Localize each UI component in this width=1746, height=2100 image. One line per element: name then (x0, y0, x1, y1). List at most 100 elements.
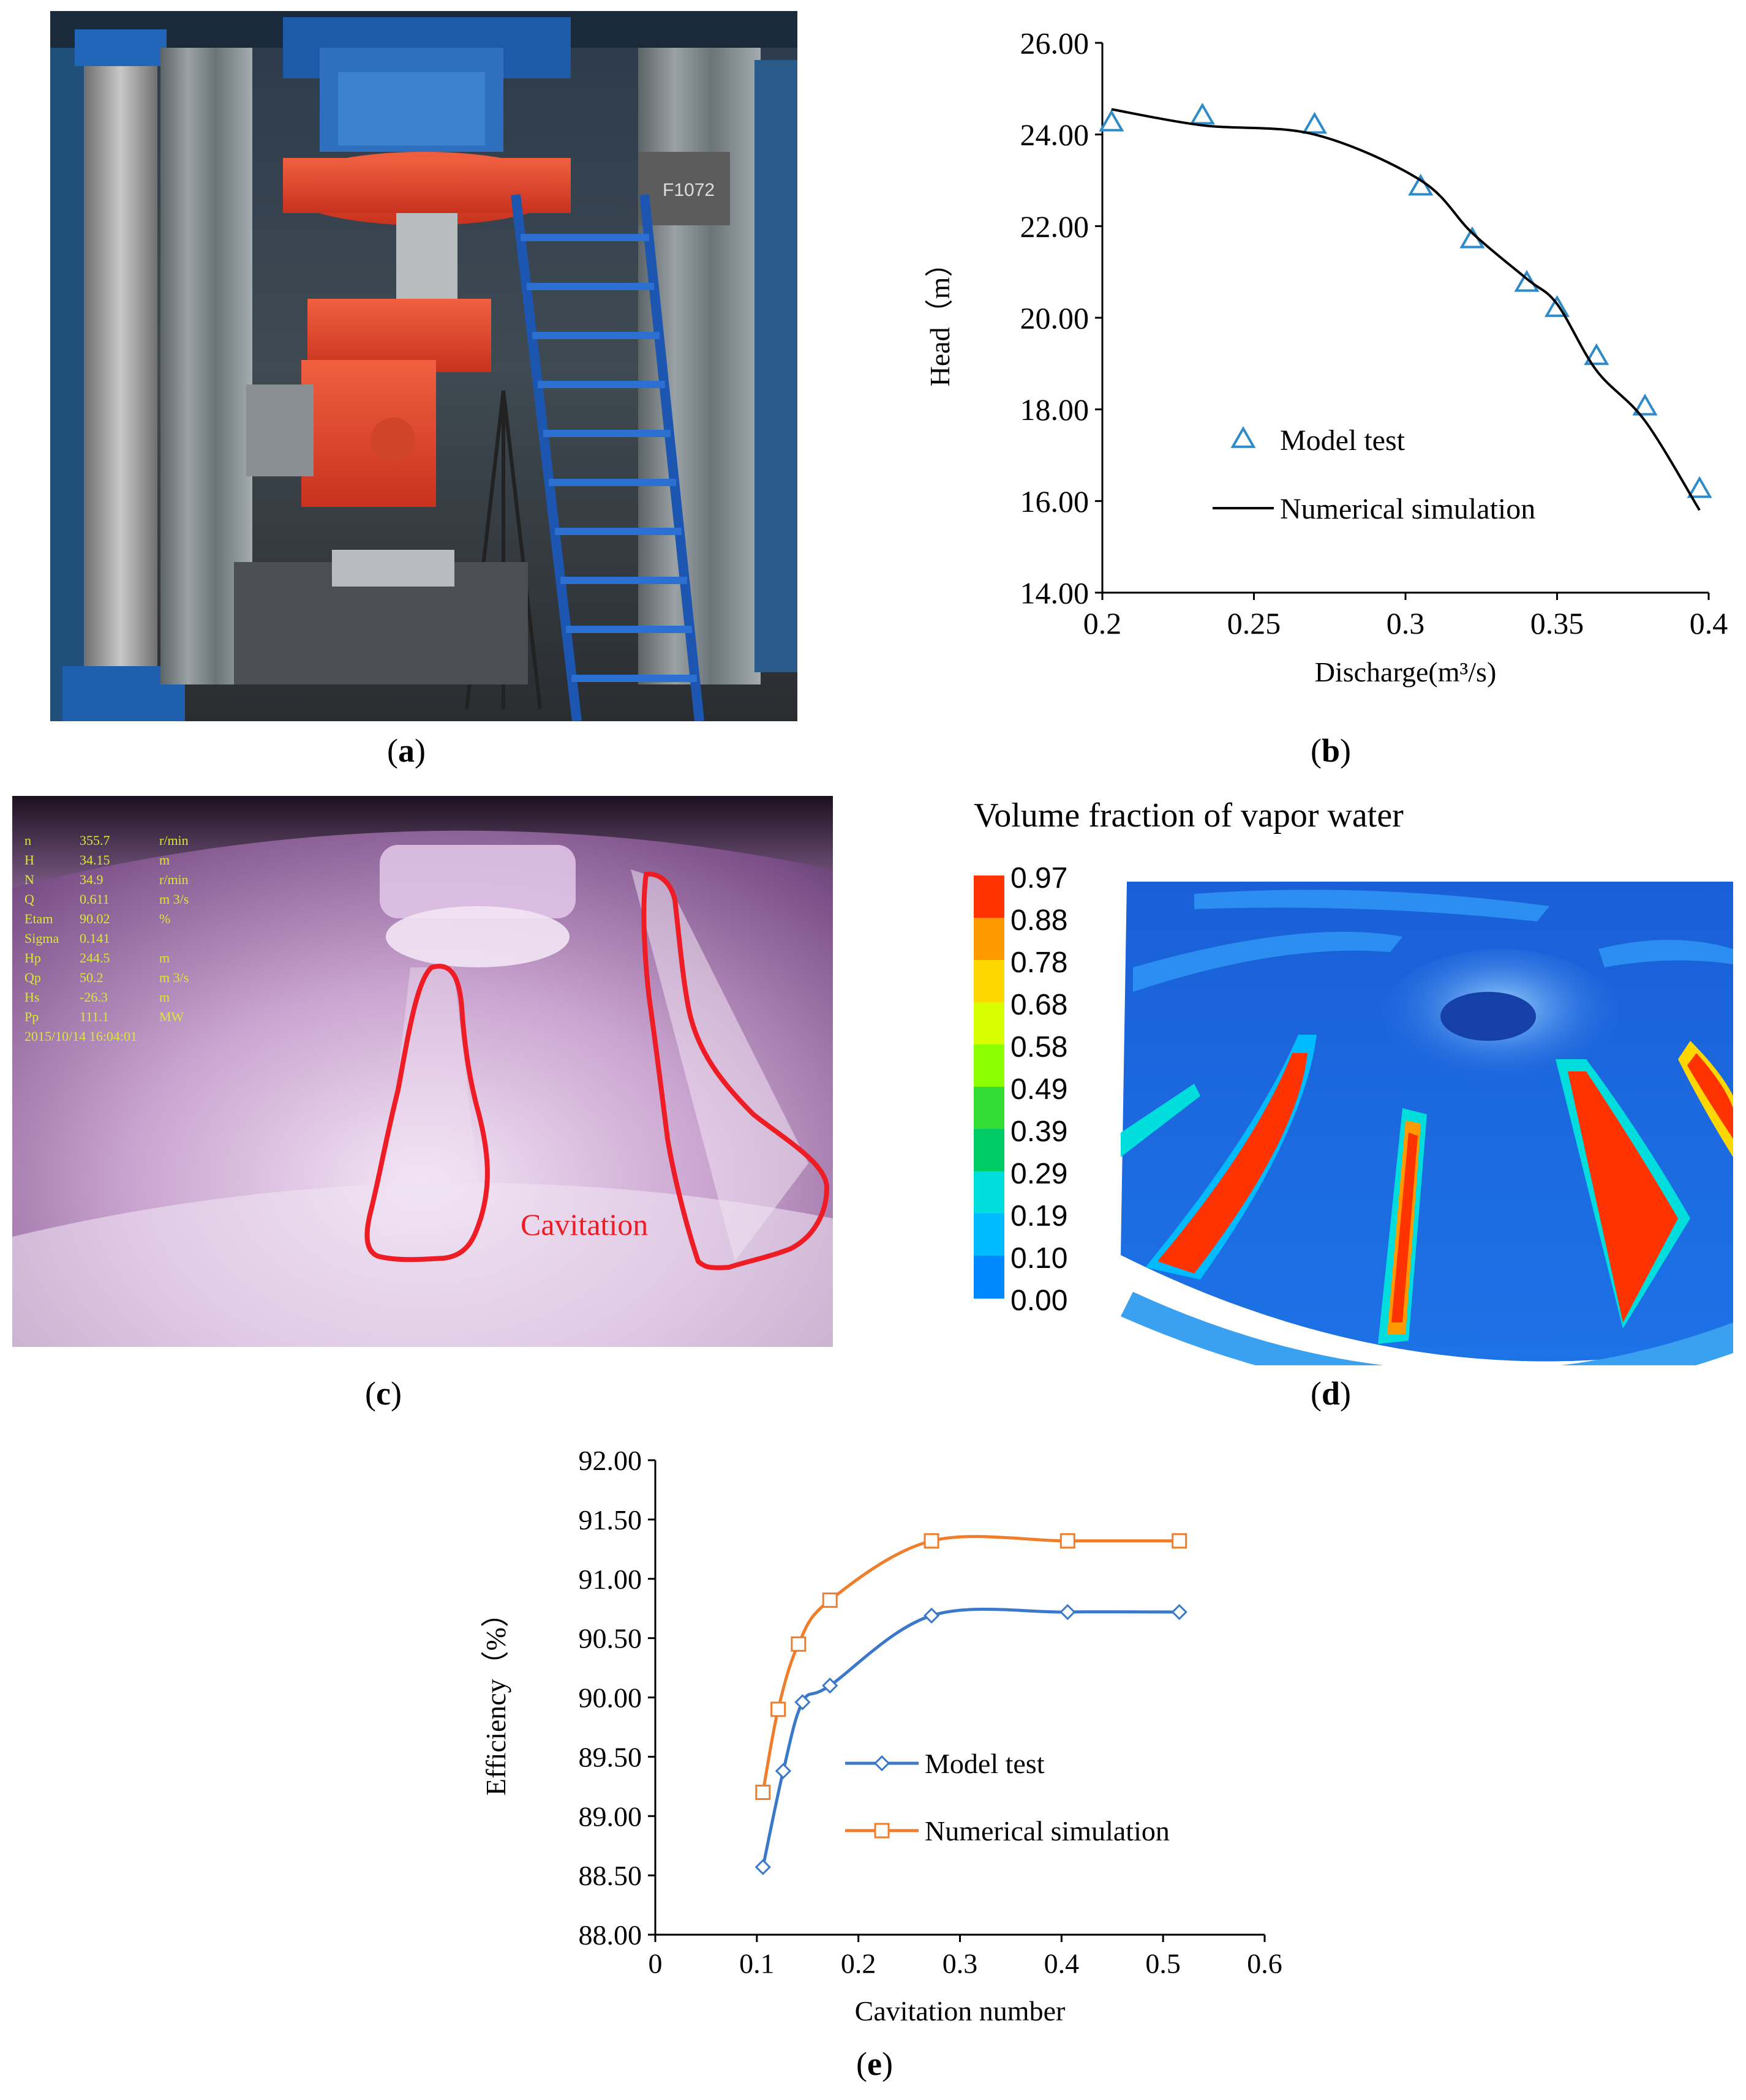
legend-level-label: 0.58 (1010, 1031, 1067, 1063)
y-tick-label: 89.50 (579, 1741, 642, 1772)
panel-c-photo: n 355.7 r/min H 34.15 m N 34.9 r/min Q 0.611 m 3/s E… (12, 796, 833, 1347)
data-point-square-marker (924, 1533, 939, 1549)
y-tick-label: 90.00 (579, 1682, 642, 1714)
data-point-square-marker (1059, 1533, 1075, 1549)
y-tick-label: 14.00 (1020, 576, 1089, 610)
overlay-text: m 3/s (159, 970, 189, 985)
overlay-text: 111.1 (80, 1009, 109, 1024)
caption-e: (e) (856, 2046, 893, 2082)
y-axis-label: Head（m） (924, 249, 955, 387)
data-point-triangle-marker (1301, 111, 1328, 134)
y-tick-label: 88.50 (579, 1860, 642, 1891)
legend-level-label: 0.39 (1010, 1116, 1067, 1148)
caption-a: (a) (387, 732, 426, 769)
overlay-text: m (159, 950, 170, 966)
data-point-triangle-marker (1514, 269, 1540, 292)
color-legend: 0.97 0.88 0.78 0.68 0.58 0.49 0.39 0.29 0.19 0.10… (974, 862, 1067, 1317)
y-tick-label: 16.00 (1020, 484, 1089, 519)
y-tick-label: 20.00 (1020, 301, 1089, 336)
y-tick-label: 24.00 (1020, 118, 1089, 152)
data-point-diamond-marker (794, 1694, 811, 1711)
legend-level-label: 0.00 (1010, 1284, 1067, 1317)
legend-color-band (974, 876, 1004, 918)
data-point-diamond-marker (923, 1607, 940, 1624)
caption-d: (d) (1311, 1375, 1352, 1412)
legend-color-band (974, 1129, 1004, 1172)
series-line (1111, 108, 1701, 511)
overlay-text: MW (159, 1009, 184, 1024)
x-tick-label: 0.25 (1227, 606, 1281, 640)
overlay-text: Q (24, 891, 34, 907)
overlay-text: % (159, 911, 170, 926)
panel-b-chart: 14.00 16.00 18.00 20.00 22.00 24.00 26.00 0.2 0.… (870, 11, 1739, 733)
efficiency-cavitation-chart: 88.00 88.50 89.00 89.50 90.00 90.50 91.00 91.50… (480, 1445, 1282, 2027)
y-tick-label: 90.50 (579, 1623, 642, 1654)
data-point-square-marker (822, 1592, 838, 1608)
y-tick-label: 18.00 (1020, 392, 1089, 427)
legend-color-band (974, 918, 1004, 961)
overlay-text: 90.02 (80, 911, 110, 926)
data-point-triangle-marker (1687, 476, 1712, 498)
overlay-text: H (24, 852, 34, 868)
series-0 (754, 1603, 1187, 1875)
x-tick-label: 0.6 (1247, 1948, 1282, 1979)
y-tick-label: 91.00 (579, 1564, 642, 1595)
caption-b: (b) (1311, 732, 1352, 769)
instrument-overlay: n 355.7 r/min H 34.15 m N 34.9 r/min Q 0.611 m 3/s E… (24, 833, 189, 1044)
legend-level-label: 0.49 (1010, 1073, 1067, 1106)
legend-level-label: 0.97 (1010, 862, 1067, 894)
y-tick-label: 26.00 (1020, 26, 1089, 61)
data-point-triangle-marker (1189, 102, 1215, 125)
chart-legend: Model test Numerical simulation (845, 1748, 1170, 1847)
x-tick-label: 0.35 (1530, 606, 1584, 640)
legend-color-band (974, 1002, 1004, 1045)
x-tick-label: 0.4 (1690, 606, 1728, 640)
legend-color-band (974, 960, 1004, 1003)
cavitation-outline-right (641, 871, 830, 1270)
legend-triangle-marker (1230, 426, 1256, 448)
caption-c: (c) (365, 1375, 402, 1412)
x-tick-label: 0.3 (1387, 606, 1425, 640)
x-tick-label: 0 (649, 1948, 663, 1979)
overlay-text: r/min (159, 833, 189, 848)
y-axis-label: Efficiency（%） (480, 1599, 511, 1796)
data-point-diamond-marker (1171, 1603, 1187, 1621)
series-1 (1111, 108, 1701, 511)
series-0 (1099, 102, 1712, 498)
x-tick-label: 0.1 (739, 1948, 775, 1979)
y-tick-label: 92.00 (579, 1445, 642, 1476)
x-tick-label: 0.5 (1145, 1948, 1181, 1979)
x-tick-label: 0.4 (1044, 1948, 1080, 1979)
data-point-square-marker (770, 1701, 786, 1717)
series-1 (755, 1533, 1187, 1800)
overlay-timestamp: 2015/10/14 16:04:01 (24, 1029, 137, 1044)
cavitation-observation-photo: n 355.7 r/min H 34.15 m N 34.9 r/min Q 0.611 m 3/s E… (12, 796, 833, 1347)
x-tick-label: 0.2 (1083, 606, 1122, 640)
legend-level-label: 0.10 (1010, 1242, 1067, 1275)
overlay-text: 355.7 (80, 833, 110, 848)
overlay-text: m (159, 852, 170, 868)
legend-entry: Model test (1280, 424, 1405, 457)
legend-entry: Numerical simulation (925, 1815, 1170, 1847)
overlay-text: Pp (24, 1009, 39, 1024)
overlay-text: Qp (24, 970, 41, 985)
data-point-triangle-marker (1632, 393, 1658, 416)
overlay-text: Etam (24, 911, 53, 926)
overlay-text: m (159, 989, 170, 1005)
runner-render (1121, 882, 1733, 1398)
overlay-text: N (24, 872, 34, 887)
panel-e-chart: 88.00 88.50 89.00 89.50 90.00 90.50 91.00 91.50… (429, 1427, 1347, 2039)
y-tick-label: 22.00 (1020, 209, 1089, 244)
legend-level-label: 0.78 (1010, 947, 1067, 979)
data-point-diamond-marker (1059, 1603, 1076, 1621)
legend-square-marker (874, 1823, 890, 1839)
overlay-text: m 3/s (159, 891, 189, 907)
overlay-text: Sigma (24, 931, 59, 946)
overlay-text: 0.141 (80, 931, 110, 946)
legend-diamond-marker (873, 1755, 890, 1772)
data-point-diamond-marker (822, 1678, 838, 1694)
overlay-text: 50.2 (80, 970, 103, 985)
overlay-text: -26.3 (80, 989, 108, 1005)
overlay-text: 244.5 (80, 950, 110, 966)
contour-title: Volume fraction of vapor water (974, 797, 1404, 834)
